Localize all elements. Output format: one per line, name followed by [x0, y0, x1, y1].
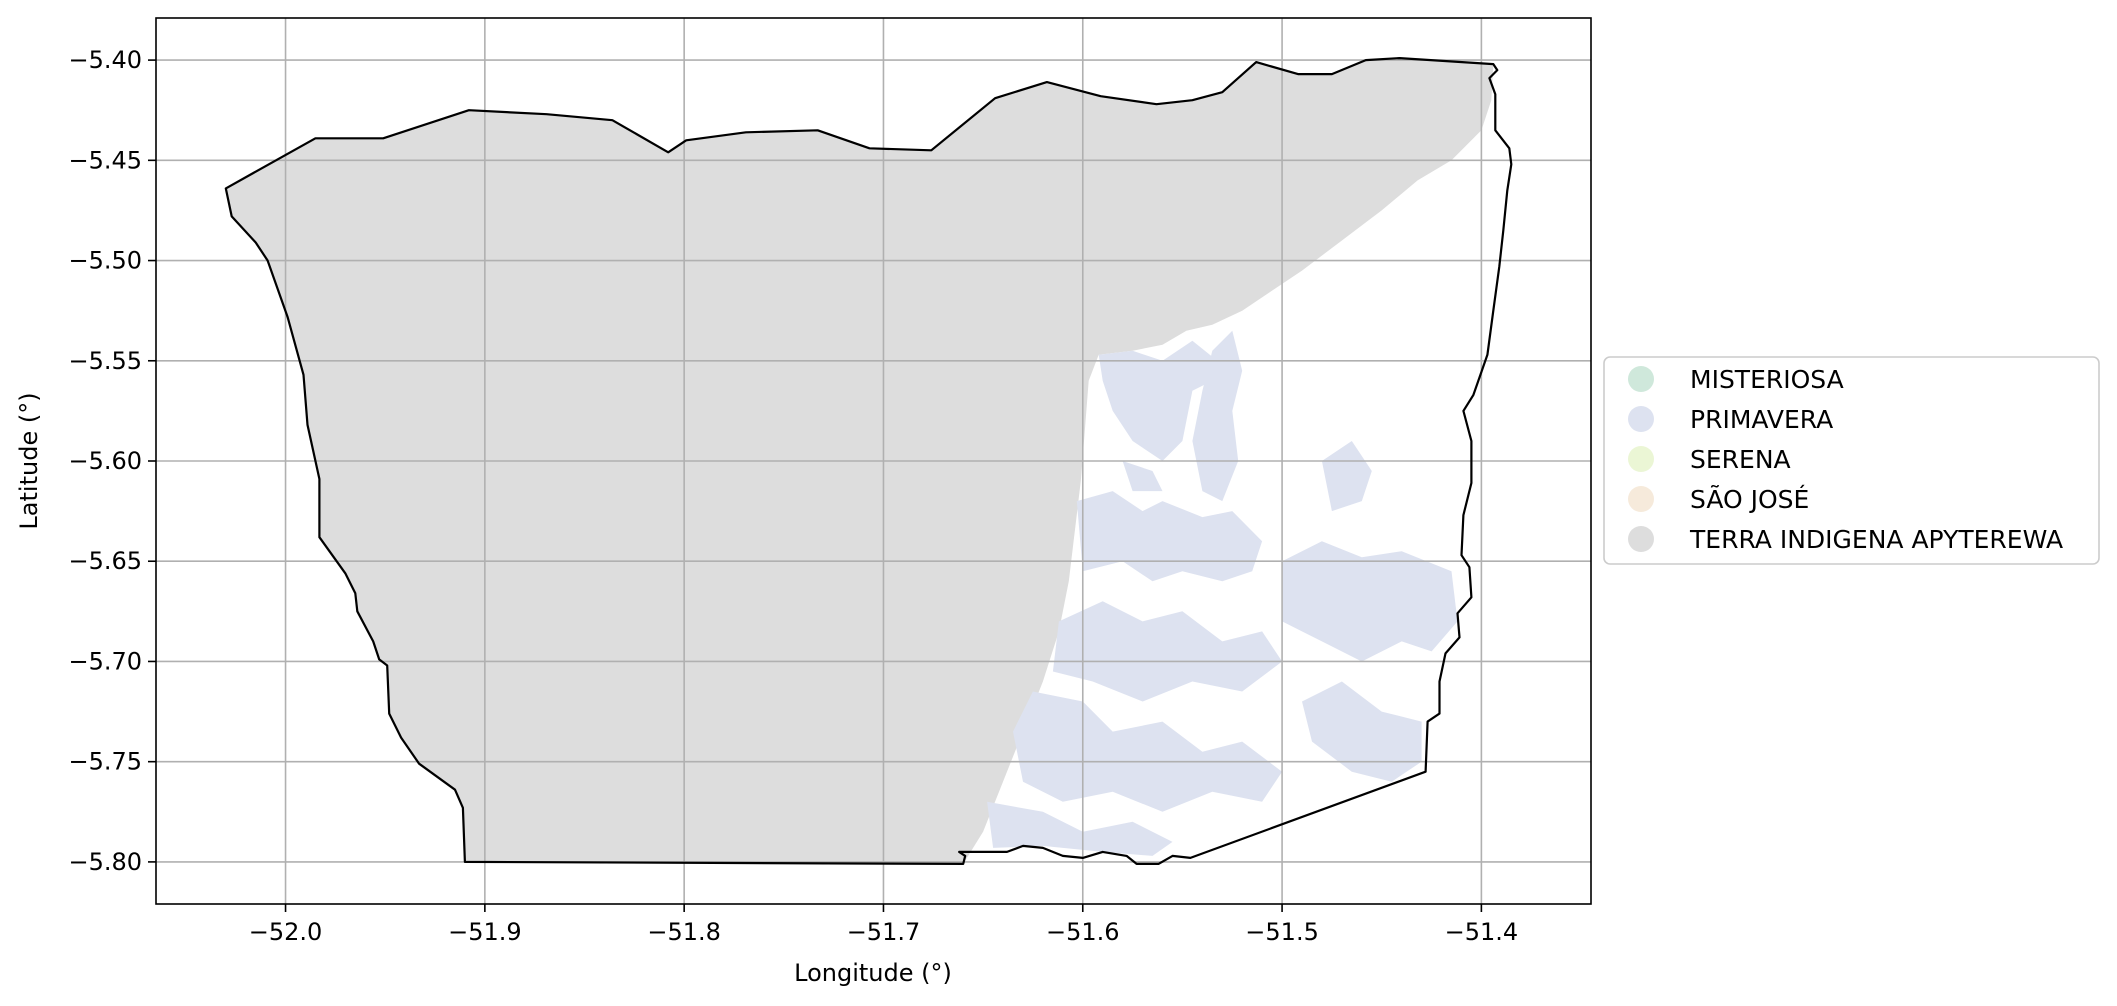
region-primavera-7 [1302, 681, 1422, 782]
region-primavera-3 [1076, 491, 1263, 582]
x-tick-label-1: −51.9 [448, 918, 522, 946]
y-tick-label-1: −5.45 [68, 146, 142, 174]
y-tick-label-7: −5.75 [68, 748, 142, 776]
region-primavera-8 [987, 801, 1173, 856]
x-tick-label-0: −52.0 [249, 918, 323, 946]
y-tick-label-6: −5.70 [68, 647, 142, 675]
x-tick-label-6: −51.4 [1445, 918, 1519, 946]
legend-label-serena: SERENA [1690, 445, 1791, 474]
region-primavera-6 [1013, 691, 1283, 812]
legend-label-terra-indigena-apyterewa: TERRA INDIGENA APYTEREWA [1689, 525, 2063, 554]
y-tick-label-2: −5.50 [68, 247, 142, 275]
legend-swatch-primavera [1628, 406, 1654, 432]
legend-frame [1603, 356, 2100, 565]
legend-swatch-misteriosa [1628, 366, 1654, 392]
region-primavera-4 [1282, 541, 1458, 662]
region-primavera-9 [1122, 461, 1163, 492]
region-primavera-2 [1192, 330, 1243, 502]
y-tick-label-0: −5.40 [68, 46, 142, 74]
x-tick-label-4: −51.6 [1046, 918, 1120, 946]
legend-items: MISTERIOSA PRIMAVERA SERENA SÃO JOSÉ TERRA I… [1628, 365, 2063, 554]
legend-swatch-serena [1628, 446, 1654, 472]
legend-label-sao-jose: SÃO JOSÉ [1690, 484, 1809, 514]
legend-swatch-terra-indigena-apyterewa [1628, 526, 1654, 552]
y-axis-title: Latitude (°) [15, 392, 43, 529]
y-tick-label-3: −5.55 [68, 347, 142, 375]
legend-swatch-sao-jose [1628, 486, 1654, 512]
x-tick-label-3: −51.7 [847, 918, 921, 946]
municipality-outline [224, 57, 1513, 865]
y-tick-label-4: −5.60 [68, 447, 142, 475]
legend-label-misteriosa: MISTERIOSA [1690, 365, 1844, 394]
region-primavera-5 [1052, 601, 1283, 702]
region-primavera-10 [1321, 441, 1372, 512]
legend: MISTERIOSA PRIMAVERA SERENA SÃO JOSÉ TERRA I… [1603, 356, 2100, 565]
region-primavera-1 [1098, 340, 1213, 461]
y-tick-label-8: −5.80 [68, 848, 142, 876]
y-tick-label-5: −5.65 [68, 547, 142, 575]
x-tick-label-5: −51.5 [1245, 918, 1319, 946]
x-tick-label-2: −51.8 [647, 918, 721, 946]
legend-label-primavera: PRIMAVERA [1690, 405, 1833, 434]
x-axis-title: Longitude (°) [794, 959, 952, 987]
gridlines [156, 18, 1591, 904]
axis-ticks: −52.0 −51.9 −51.8 −51.7 −51.6 −51.5 −51.4 −5.40… [68, 46, 1518, 946]
